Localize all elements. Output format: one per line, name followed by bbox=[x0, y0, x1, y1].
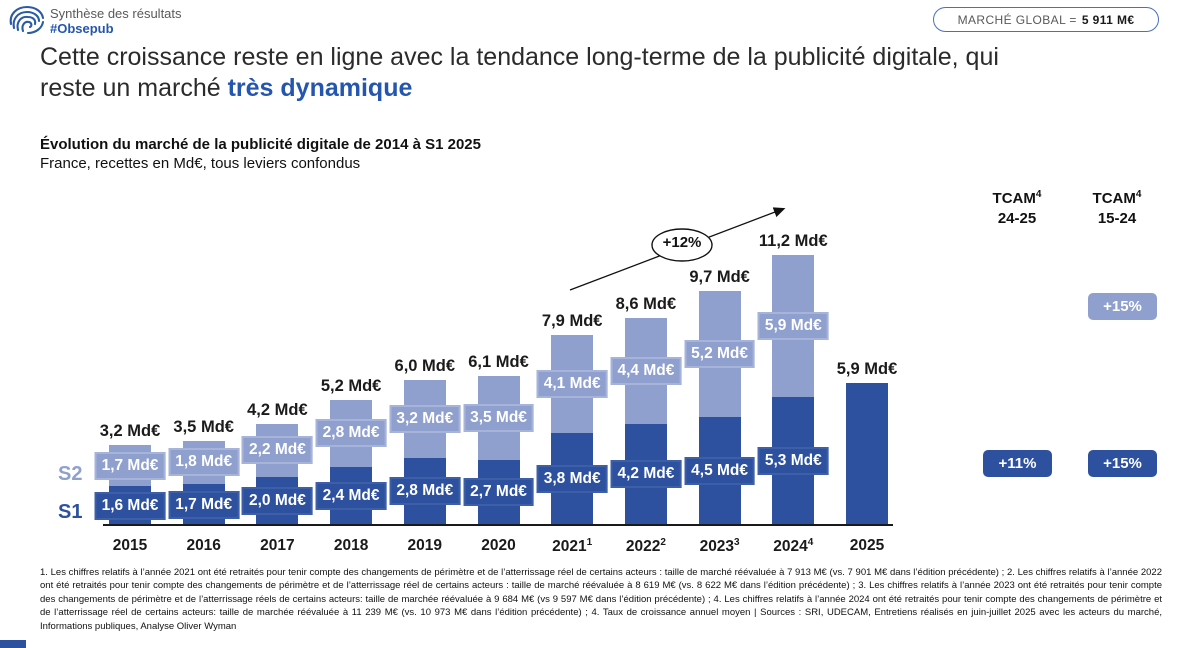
segment-value-label-s2-2016: 1,8 Md€ bbox=[168, 448, 240, 477]
row-label-s2: S2 bbox=[58, 463, 83, 485]
segment-value-label-s2-2022: 4,4 Md€ bbox=[610, 356, 682, 385]
segment-value-label-s1-2020: 2,7 Md€ bbox=[463, 478, 534, 507]
segment-value-label-s1-2019: 2,8 Md€ bbox=[389, 477, 461, 506]
segment-value-label-s1-2017: 2,0 Md€ bbox=[241, 486, 313, 515]
slide-title-line2: reste un marché bbox=[40, 74, 228, 102]
segment-value-label-s1-2021: 3,8 Md€ bbox=[536, 465, 608, 494]
report-name: Synthèse des résultats bbox=[50, 6, 182, 21]
slide-title: Cette croissance reste en ligne avec la … bbox=[40, 42, 1160, 104]
footnote: 1. Les chiffres relatifs à l’année 2021 … bbox=[40, 567, 1162, 632]
segment-value-label-s2-2023: 5,2 Md€ bbox=[684, 339, 756, 368]
chart-subtitle: France, recettes en Md€, tous leviers co… bbox=[40, 155, 361, 172]
segment-value-label-s1-2022: 4,2 Md€ bbox=[610, 460, 682, 489]
bar-total-label-2025: 5,9 Md€ bbox=[836, 359, 898, 378]
year-label-2015: 2015 bbox=[112, 537, 148, 554]
hashtag-label: #Obsepub bbox=[50, 21, 114, 36]
year-label-2024: 20244 bbox=[773, 537, 814, 556]
bar-total-label-2017: 4,2 Md€ bbox=[247, 400, 308, 419]
slide-title-highlight: très dynamique bbox=[227, 74, 413, 102]
bar-total-label-2024: 11,2 Md€ bbox=[758, 232, 828, 251]
page-corner-mark bbox=[0, 640, 26, 648]
bar-total-label-2019: 6,0 Md€ bbox=[394, 357, 456, 376]
year-label-2025: 2025 bbox=[849, 537, 885, 554]
bar-segment-s1-2025 bbox=[846, 382, 888, 525]
segment-value-label-s1-2015: 1,6 Md€ bbox=[94, 491, 166, 520]
year-label-2016: 2016 bbox=[186, 537, 221, 554]
segment-value-label-s1-2016: 1,7 Md€ bbox=[168, 490, 240, 519]
year-label-2021: 20211 bbox=[552, 537, 593, 556]
chart-title: Évolution du marché de la publicité digi… bbox=[40, 136, 481, 153]
segment-value-label-s2-2021: 4,1 Md€ bbox=[536, 370, 608, 398]
year-label-2022: 20222 bbox=[625, 537, 666, 556]
year-label-2017: 2017 bbox=[260, 537, 295, 554]
tcam-badge-s2-15-24: +15% bbox=[1088, 293, 1157, 320]
bar-total-label-2021: 7,9 Md€ bbox=[541, 311, 603, 330]
bar-total-label-2023: 9,7 Md€ bbox=[689, 268, 750, 287]
tcam-badge-s1-15-24: +15% bbox=[1088, 450, 1157, 477]
year-label-2023: 20233 bbox=[699, 537, 740, 556]
market-global-value: 5 911 M€ bbox=[1081, 12, 1135, 27]
segment-value-label-s1-2023: 4,5 Md€ bbox=[684, 456, 756, 485]
swirl-logo-icon bbox=[9, 5, 45, 35]
slide-title-line1: Cette croissance reste en ligne avec la … bbox=[40, 43, 999, 71]
year-label-2019: 2019 bbox=[407, 537, 443, 554]
row-label-s1: S1 bbox=[58, 501, 83, 523]
tcam-header-15-24: TCAM4 15-24 bbox=[1092, 189, 1142, 227]
segment-value-label-s2-2019: 3,2 Md€ bbox=[389, 404, 461, 433]
segment-value-label-s1-2018: 2,4 Md€ bbox=[315, 482, 387, 511]
market-global-label: MARCHÉ GLOBAL = bbox=[957, 12, 1077, 27]
market-global-pill: MARCHÉ GLOBAL = 5 911 M€ bbox=[933, 7, 1159, 32]
segment-value-label-s2-2024: 5,9 Md€ bbox=[757, 312, 829, 341]
bar-total-label-2018: 5,2 Md€ bbox=[320, 376, 382, 395]
bar-total-label-2020: 6,1 Md€ bbox=[468, 352, 529, 371]
segment-value-label-s2-2015: 1,7 Md€ bbox=[94, 451, 166, 480]
bar-total-label-2016: 3,5 Md€ bbox=[173, 417, 234, 436]
x-axis-line bbox=[103, 524, 893, 526]
tcam-badge-s1-24-25: +11% bbox=[983, 450, 1052, 477]
segment-value-label-s1-2024: 5,3 Md€ bbox=[757, 447, 829, 476]
growth-annotation-label: +12% bbox=[662, 234, 702, 251]
segment-value-label-s2-2017: 2,2 Md€ bbox=[241, 436, 313, 465]
year-label-2020: 2020 bbox=[481, 537, 516, 554]
bar-total-label-2015: 3,2 Md€ bbox=[99, 422, 161, 441]
year-label-2018: 2018 bbox=[333, 537, 369, 554]
bar-total-label-2022: 8,6 Md€ bbox=[615, 294, 677, 313]
segment-value-label-s2-2018: 2,8 Md€ bbox=[315, 419, 387, 448]
segment-value-label-s2-2020: 3,5 Md€ bbox=[463, 403, 534, 432]
tcam-header-24-25: TCAM4 24-25 bbox=[992, 189, 1042, 227]
